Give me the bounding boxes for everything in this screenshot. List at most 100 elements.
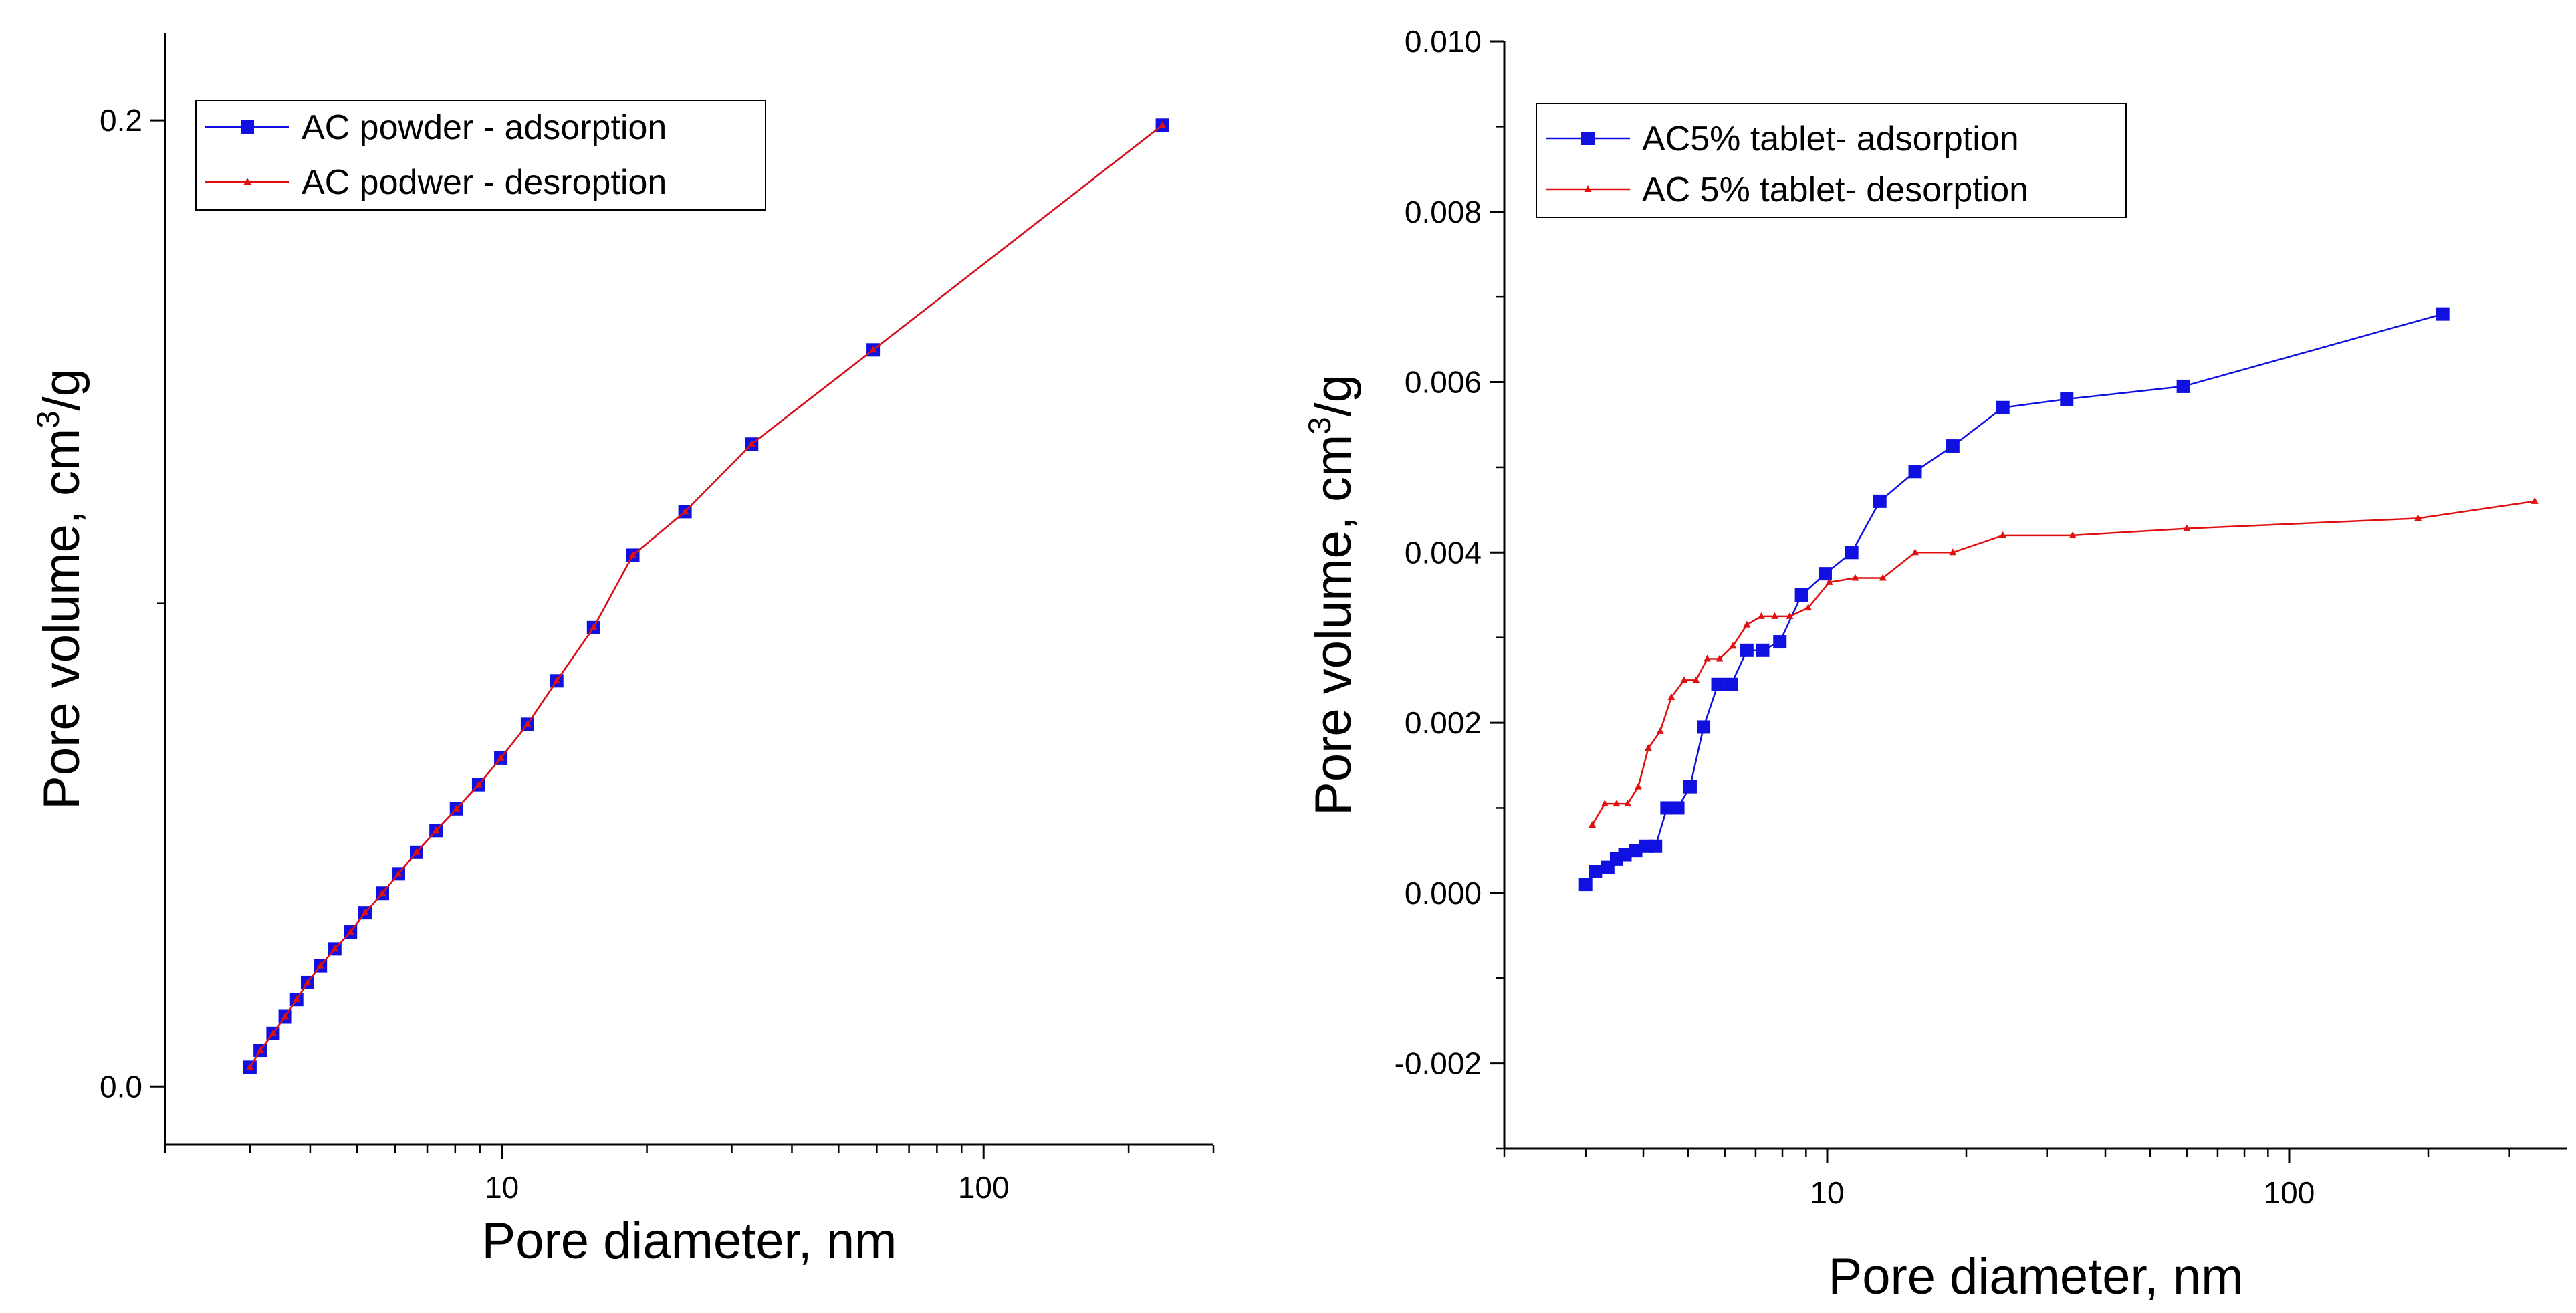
chart-1: 10 100 0.0 0.2 Pore diameter, nm Pore volume,… [30,33,1215,1270]
series-line-2 [1591,500,2535,826]
data-point-triangle [1999,531,2007,538]
data-point-triangle [1879,574,1887,581]
data-point-triangle [1589,820,1597,828]
data-point-triangle [497,753,505,761]
data-point-square [2176,379,2190,393]
data-point-triangle [747,440,755,447]
data-point-square [1589,865,1603,878]
data-point-square [1618,848,1632,862]
data-point-square [1740,643,1754,657]
y-tick-label: 0.000 [1405,876,1482,911]
data-point-square [1671,801,1685,815]
legend-label: AC5% tablet- adsorption [1642,120,2019,158]
data-point-square [1756,643,1770,657]
legend-marker-triangle [243,178,251,185]
data-point-triangle [1680,676,1688,683]
data-point-triangle [1644,744,1652,751]
data-point-triangle [1786,612,1794,619]
y-axis-label-main: Pore volume, cm [1305,435,1362,816]
data-point-triangle [316,961,324,969]
data-point-triangle [1743,620,1751,628]
y-axis-label-superscript: 3 [30,411,66,429]
y-tick-label: 0.004 [1405,535,1482,570]
data-point-triangle [2531,497,2539,504]
y-axis-label: Pore volume, cm3/g [1302,374,1362,816]
data-point-square [1660,801,1674,815]
data-point-triangle [475,780,483,788]
data-point-square [1996,400,2010,414]
y-tick-label: 0.010 [1405,24,1482,59]
legend: AC5% tablet- adsorption AC 5% tablet- des… [1536,103,2127,218]
data-point-triangle [1159,121,1167,128]
legend-label: AC powder - adsorption [302,108,667,147]
data-point-triangle [1804,604,1812,611]
data-point-triangle [1613,800,1621,807]
x-tick-label: 100 [2264,1175,2315,1210]
data-point-triangle [281,1012,289,1020]
y-tick-label: 0.002 [1405,705,1482,740]
data-point-square [2060,392,2074,406]
data-point-triangle [2069,531,2077,538]
data-point-square [1946,439,1960,453]
y-axis-label-main: Pore volume, cm [33,429,90,810]
legend-box [195,100,766,211]
x-tick-label: 100 [958,1170,1010,1205]
y-axis-label-tail: /g [33,368,90,410]
data-point-triangle [256,1046,264,1054]
data-point-triangle [1624,800,1632,807]
data-point-triangle [331,945,339,952]
data-point-triangle [1949,548,1957,556]
legend-marker-triangle [1584,185,1592,192]
data-point-square [1873,494,1887,508]
legend-marker-square [1581,132,1595,145]
data-point-triangle [394,870,402,877]
legend-label: AC 5% tablet- desorption [1642,170,2028,209]
data-point-triangle [1692,676,1700,683]
y-tick-label: 0.2 [100,103,142,138]
data-point-triangle [453,804,461,812]
data-point-square [1711,677,1725,691]
data-point-triangle [269,1029,277,1036]
data-point-triangle [2414,514,2422,521]
data-point-triangle [1601,800,1609,807]
data-point-square [1683,780,1697,794]
data-point-triangle [413,848,421,855]
data-point-square [1794,588,1808,602]
y-tick-label: 0.008 [1405,195,1482,229]
x-axis-label: Pore diameter, nm [482,1213,897,1270]
legend-box [1536,103,2127,218]
x-axis-label: Pore diameter, nm [1829,1248,2244,1305]
data-point-square [1724,677,1738,691]
data-point-square [1629,844,1643,858]
data-point-triangle [1729,642,1737,649]
y-axis-label: Pore volume, cm3/g [30,368,90,810]
data-point-triangle [1825,578,1833,585]
data-point-square [1649,839,1663,853]
data-point-triangle [2183,524,2191,531]
data-point-triangle [346,928,354,935]
data-point-triangle [246,1063,254,1070]
data-point-triangle [869,346,877,353]
data-point-triangle [1851,574,1859,581]
data-point-square [1818,567,1832,581]
y-axis-label-superscript: 3 [1302,417,1337,435]
x-tick-label: 10 [485,1170,519,1205]
legend: AC powder - adsorption AC podwer - desrop… [195,100,766,211]
legend-label: AC podwer - desroption [302,163,667,202]
data-point-triangle [361,909,369,916]
data-point-square [1908,465,1922,479]
data-point-triangle [629,551,637,558]
y-axis-label-tail: /g [1305,374,1362,416]
data-point-triangle [1771,612,1779,619]
y-tick-label: 0.006 [1405,365,1482,400]
data-point-triangle [1757,612,1765,619]
x-tick-label: 10 [1810,1175,1844,1210]
data-point-triangle [1656,727,1664,734]
chart-2: 10 100 -0.002 0.000 0.002 0.004 0.006 0.008 0.01… [1302,24,2567,1305]
data-point-square [2436,307,2450,321]
data-point-triangle [304,978,312,985]
legend-marker-square [241,120,254,134]
data-point-square [1845,546,1859,560]
